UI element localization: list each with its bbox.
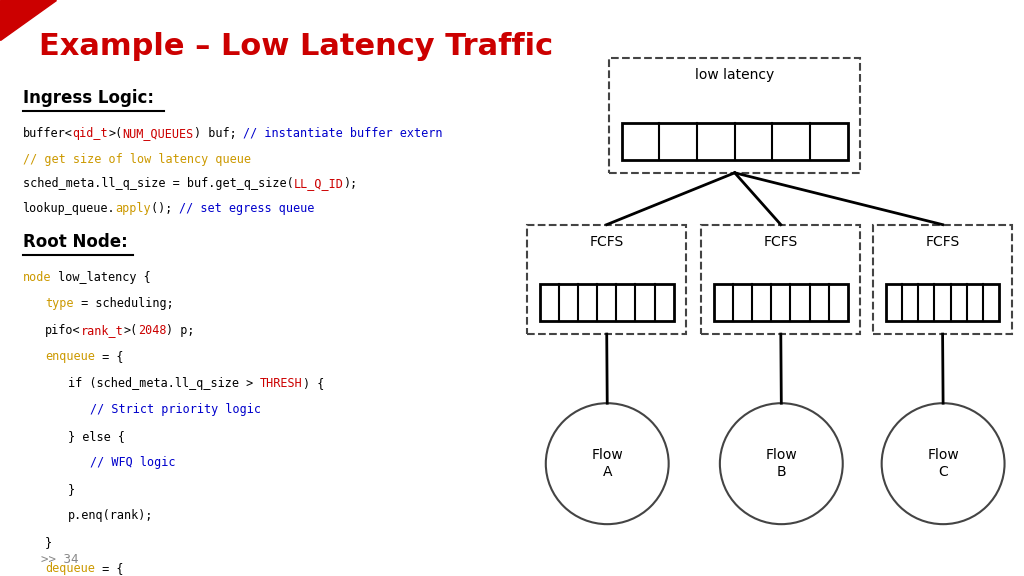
Bar xyxy=(540,284,674,321)
Text: Flow
B: Flow B xyxy=(765,448,798,479)
Text: if (sched_meta.ll_q_size >: if (sched_meta.ll_q_size > xyxy=(68,377,260,390)
Bar xyxy=(622,123,848,160)
Text: lookup_queue.: lookup_queue. xyxy=(23,202,115,215)
Text: apply: apply xyxy=(115,202,151,215)
Bar xyxy=(886,284,999,321)
Text: FCFS: FCFS xyxy=(590,235,624,249)
Text: } else {: } else { xyxy=(68,430,125,443)
Text: FCFS: FCFS xyxy=(926,235,959,249)
Text: enqueue: enqueue xyxy=(45,350,95,363)
Text: >(: >( xyxy=(124,324,137,337)
Text: ) {: ) { xyxy=(303,377,324,390)
Bar xyxy=(701,225,860,334)
Text: 2048: 2048 xyxy=(137,324,166,337)
Text: buffer<: buffer< xyxy=(23,127,73,140)
Text: low latency: low latency xyxy=(695,68,774,82)
Text: // set egress queue: // set egress queue xyxy=(179,202,314,215)
Bar xyxy=(714,284,848,321)
Text: Flow
C: Flow C xyxy=(927,448,959,479)
Text: // WFQ logic: // WFQ logic xyxy=(90,456,175,469)
Bar xyxy=(873,225,1012,334)
Ellipse shape xyxy=(720,403,843,524)
Bar xyxy=(609,58,860,173)
Polygon shape xyxy=(0,0,56,40)
Text: = scheduling;: = scheduling; xyxy=(74,297,173,310)
Text: Example – Low Latency Traffic: Example – Low Latency Traffic xyxy=(39,32,553,60)
Text: Root Node:: Root Node: xyxy=(23,233,127,251)
Text: LL_Q_ID: LL_Q_ID xyxy=(293,177,343,191)
Text: ();: (); xyxy=(151,202,179,215)
Text: // Strict priority logic: // Strict priority logic xyxy=(90,403,261,416)
Text: = {: = { xyxy=(95,562,124,575)
Ellipse shape xyxy=(546,403,669,524)
Text: sched_meta.ll_q_size = buf.get_q_size(: sched_meta.ll_q_size = buf.get_q_size( xyxy=(23,177,293,191)
Text: Flow
A: Flow A xyxy=(591,448,624,479)
Text: type: type xyxy=(45,297,74,310)
Text: ) p;: ) p; xyxy=(166,324,195,337)
Bar xyxy=(527,225,686,334)
Text: ) buf;: ) buf; xyxy=(194,127,244,140)
Text: Ingress Logic:: Ingress Logic: xyxy=(23,89,154,107)
Text: node: node xyxy=(23,271,51,284)
Text: rank_t: rank_t xyxy=(81,324,124,337)
Text: }: } xyxy=(68,483,75,496)
Text: THRESH: THRESH xyxy=(260,377,303,390)
Text: );: ); xyxy=(343,177,357,191)
Ellipse shape xyxy=(882,403,1005,524)
Text: NUM_QUEUES: NUM_QUEUES xyxy=(122,127,194,140)
Text: = {: = { xyxy=(95,350,124,363)
Text: // instantiate buffer extern: // instantiate buffer extern xyxy=(244,127,443,140)
Text: }: } xyxy=(45,536,52,549)
Text: p.enq(rank);: p.enq(rank); xyxy=(68,509,153,522)
Text: >(: >( xyxy=(108,127,122,140)
Text: low_latency {: low_latency { xyxy=(51,271,151,284)
Text: // get size of low latency queue: // get size of low latency queue xyxy=(23,153,251,166)
Text: qid_t: qid_t xyxy=(73,127,108,140)
Text: pifo<: pifo< xyxy=(45,324,81,337)
Text: >> 34: >> 34 xyxy=(41,552,79,566)
Text: FCFS: FCFS xyxy=(764,235,798,249)
Text: dequeue: dequeue xyxy=(45,562,95,575)
